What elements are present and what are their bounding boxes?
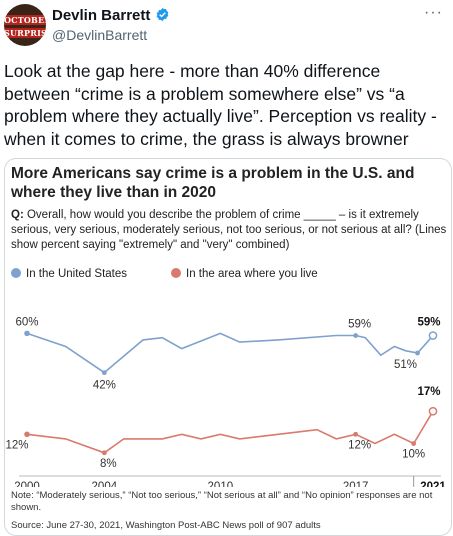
data-label-area: 12% — [348, 439, 371, 451]
question-text: Overall, how would you describe the prob… — [11, 209, 447, 251]
x-tick-label: 2021 — [420, 481, 446, 487]
data-label-area: 10% — [402, 449, 425, 461]
tweet-header: OCTOBER SURPRISE Devlin Barrett @DevlinB… — [0, 0, 453, 52]
data-label-area: 17% — [417, 386, 440, 398]
more-options-icon[interactable]: ··· — [424, 4, 443, 21]
legend-item-area: In the area where you live — [171, 268, 318, 280]
data-label-area: 8% — [100, 458, 117, 470]
line-chart: 60% 42% 59% 51% 59% 12% 8% 12% 10% 17% 2000 2004 201… — [5, 316, 446, 487]
data-point-us — [415, 350, 420, 356]
data-point-area — [428, 406, 438, 416]
data-point-us — [353, 333, 359, 338]
avatar-text-line: SURPRISE — [4, 28, 46, 38]
legend-label-area: In the area where you live — [186, 268, 318, 280]
series-line-area — [26, 410, 434, 454]
legend-swatch-area — [171, 268, 181, 278]
verified-check-icon — [156, 7, 169, 22]
data-point-area — [101, 450, 107, 456]
survey-question: Q: Overall, how would you describe the p… — [11, 208, 447, 253]
chart-note: Note: “Moderately serious,” “Not too ser… — [11, 490, 433, 513]
data-point-area — [24, 431, 30, 438]
data-label-us: 59% — [417, 317, 440, 329]
data-label-us: 60% — [15, 316, 38, 328]
author-name[interactable]: Devlin Barrett — [52, 7, 151, 24]
series-line-us — [26, 332, 434, 374]
chart-card[interactable]: More Americans say crime is a problem in… — [4, 158, 452, 536]
data-point-us — [24, 330, 30, 337]
data-point-us — [101, 370, 107, 376]
legend-label-us: In the United States — [26, 268, 128, 280]
data-label-us: 59% — [348, 319, 371, 331]
x-tick-label: 2000 — [14, 481, 40, 487]
data-label-us: 42% — [93, 380, 116, 392]
data-point-area — [353, 431, 359, 437]
data-label-us: 51% — [394, 359, 417, 371]
legend-item-us: In the United States — [11, 268, 127, 280]
data-point-us — [428, 331, 438, 340]
avatar[interactable]: OCTOBER SURPRISE — [4, 4, 46, 46]
avatar-text-line: OCTOBER — [4, 15, 46, 25]
question-label: Q: — [11, 209, 24, 221]
x-tick-label: 2004 — [92, 481, 118, 487]
chart-source: Source: June 27-30, 2021, Washington Pos… — [11, 520, 321, 531]
legend-swatch-us — [11, 268, 21, 278]
author-handle[interactable]: @DevlinBarrett — [52, 27, 148, 43]
tweet-text: Look at the gap here - more than 40% dif… — [4, 61, 437, 149]
data-label-area: 12% — [5, 439, 28, 451]
data-point-area — [411, 441, 417, 446]
x-tick-label: 2010 — [208, 481, 234, 487]
x-tick-label: 2017 — [343, 481, 369, 487]
chart-title: More Americans say crime is a problem in… — [11, 165, 415, 201]
